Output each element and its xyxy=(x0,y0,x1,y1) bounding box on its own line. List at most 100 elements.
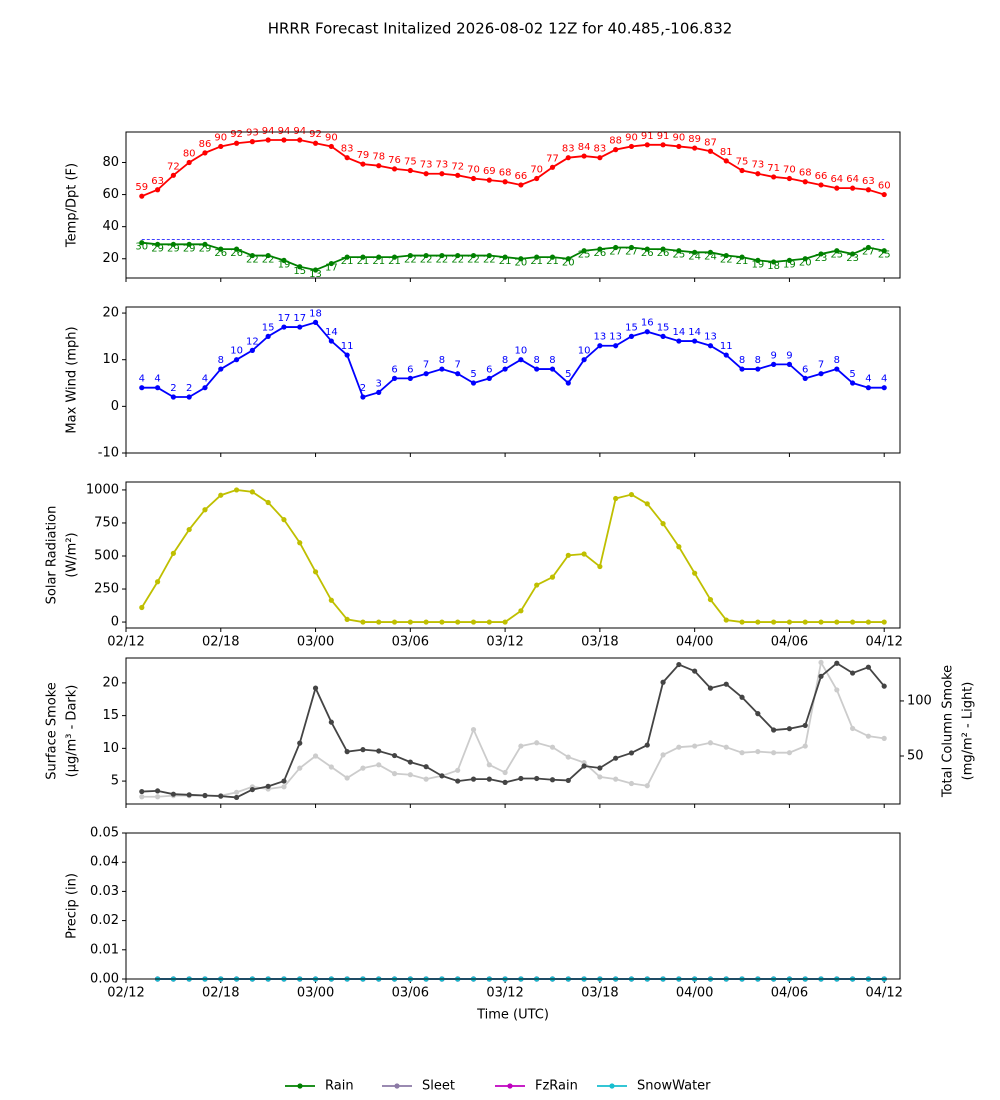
x-tick-label: 03/00 xyxy=(297,986,334,1001)
data-point xyxy=(834,366,840,372)
data-point xyxy=(455,172,461,178)
data-point xyxy=(455,778,461,784)
axes-frame xyxy=(125,832,901,980)
data-point xyxy=(739,254,745,260)
data-point xyxy=(676,248,682,254)
value-label: 7 xyxy=(818,360,824,371)
data-point xyxy=(692,668,698,674)
data-point xyxy=(376,762,382,768)
value-label: 8 xyxy=(834,355,840,366)
data-point xyxy=(739,366,745,372)
data-point xyxy=(344,254,350,260)
y-tick-label: 0.05 xyxy=(90,826,119,841)
value-label: 22 xyxy=(720,255,733,266)
data-point xyxy=(170,241,176,247)
data-point xyxy=(186,159,192,166)
value-label: 4 xyxy=(202,374,208,385)
data-point xyxy=(470,380,477,386)
data-point xyxy=(692,743,698,749)
legend-label: Sleet xyxy=(422,1079,455,1094)
data-point xyxy=(265,333,271,339)
data-point xyxy=(186,792,192,798)
data-point xyxy=(265,137,271,143)
value-label: 78 xyxy=(372,152,385,163)
data-point xyxy=(613,755,619,761)
value-label: 11 xyxy=(341,341,354,352)
x-tick-label: 03/18 xyxy=(581,986,618,1001)
data-point xyxy=(470,776,477,782)
data-point xyxy=(723,252,729,259)
data-point xyxy=(486,177,492,183)
data-point xyxy=(613,244,619,251)
value-label: 7 xyxy=(455,360,461,371)
data-point xyxy=(802,256,808,262)
x-tick-label: 03/00 xyxy=(297,635,334,650)
data-point xyxy=(502,179,508,185)
value-label: 13 xyxy=(594,332,607,343)
data-point xyxy=(391,771,398,777)
data-point xyxy=(534,740,540,746)
data-point xyxy=(565,155,571,161)
data-point xyxy=(186,526,192,533)
value-label: 18 xyxy=(767,261,780,272)
data-point xyxy=(834,687,840,693)
data-point xyxy=(802,619,808,625)
value-label: 83 xyxy=(594,144,607,155)
x-tick-label: 02/12 xyxy=(107,986,144,1001)
data-point xyxy=(771,259,777,265)
data-point xyxy=(707,685,714,691)
value-label: 8 xyxy=(739,355,745,366)
data-point xyxy=(281,784,287,790)
value-label: 10 xyxy=(578,346,591,357)
value-label: 22 xyxy=(436,255,449,266)
data-point xyxy=(549,366,556,372)
value-label: 13 xyxy=(309,269,322,280)
value-label: 29 xyxy=(199,243,212,254)
data-point xyxy=(818,659,824,666)
data-point xyxy=(281,517,287,523)
data-point xyxy=(597,246,603,252)
x-tick-label: 04/00 xyxy=(676,635,713,650)
data-point xyxy=(297,765,303,771)
legend-label: FzRain xyxy=(535,1079,578,1094)
y-label: Surface Smoke xyxy=(45,682,60,780)
data-point xyxy=(834,248,840,254)
data-point xyxy=(218,143,224,150)
value-label: 4 xyxy=(865,374,871,385)
data-point xyxy=(186,394,192,400)
data-point xyxy=(518,743,524,749)
value-label: 59 xyxy=(135,182,148,193)
data-point xyxy=(850,670,856,676)
data-point xyxy=(376,619,382,625)
data-point xyxy=(881,248,887,254)
axes-frame xyxy=(125,131,901,279)
y-tick-label: 250 xyxy=(94,582,119,597)
data-point xyxy=(328,260,334,267)
data-point xyxy=(771,174,777,180)
data-point xyxy=(692,570,698,576)
data-point xyxy=(407,375,413,381)
data-point xyxy=(139,385,145,391)
value-label: 9 xyxy=(770,350,776,361)
data-point xyxy=(376,163,382,169)
value-label: 25 xyxy=(830,250,843,261)
x-tick-label: 03/06 xyxy=(392,635,429,650)
data-point xyxy=(597,343,603,349)
value-label: 22 xyxy=(467,255,480,266)
data-point xyxy=(502,619,508,625)
data-point xyxy=(439,366,445,372)
data-point xyxy=(470,252,477,259)
value-label: 66 xyxy=(815,171,828,182)
data-point xyxy=(549,254,556,260)
value-label: 17 xyxy=(325,263,338,274)
data-point xyxy=(644,246,650,252)
data-point xyxy=(344,352,350,358)
data-point xyxy=(455,767,461,773)
data-point xyxy=(881,191,887,198)
series-line xyxy=(141,662,885,799)
value-label: 25 xyxy=(578,250,591,261)
value-label: 70 xyxy=(467,165,480,176)
data-point xyxy=(707,596,714,603)
data-point xyxy=(771,727,777,733)
data-point xyxy=(312,569,319,575)
